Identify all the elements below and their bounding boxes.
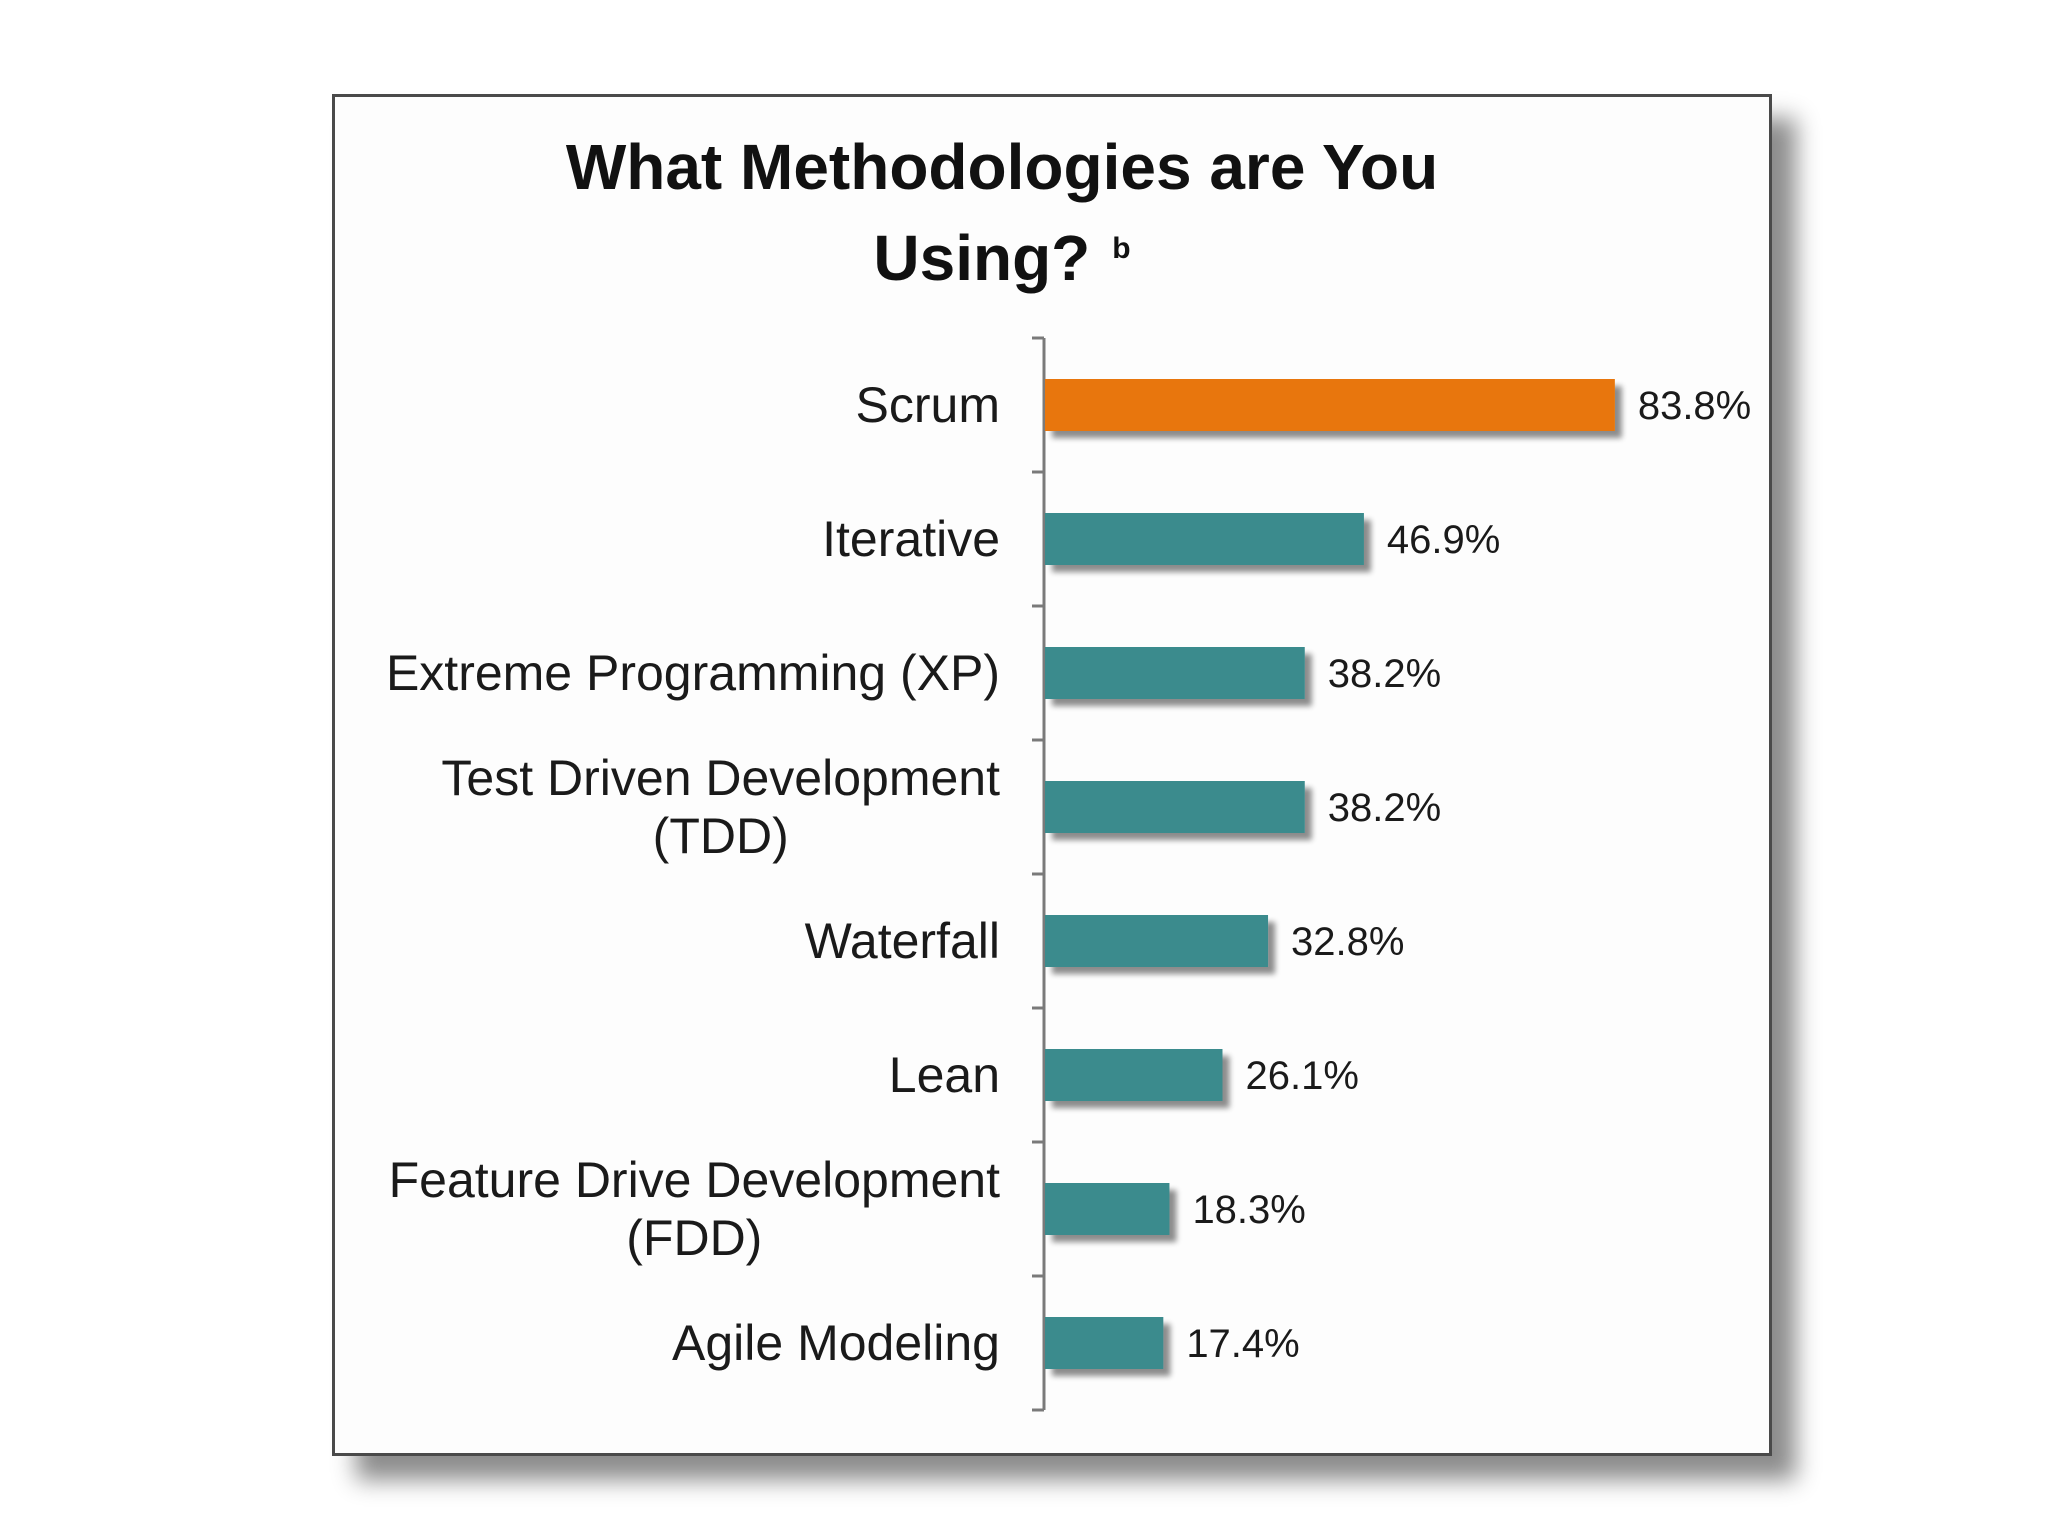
category-label-line: Test Driven Development bbox=[441, 750, 1000, 806]
value-label: 38.2% bbox=[1328, 652, 1441, 696]
bar bbox=[1045, 379, 1615, 431]
bars bbox=[1045, 379, 1615, 1369]
value-label: 32.8% bbox=[1291, 920, 1404, 964]
category-label-line: Scrum bbox=[856, 377, 1000, 433]
value-labels: 83.8% 46.9% 38.2% 38.2% 32.8% 26.1% 18.3% 17.4% bbox=[1186, 384, 1751, 1366]
category-label-line: Waterfall bbox=[805, 913, 1000, 969]
title-footnote-marker: b bbox=[1112, 232, 1131, 265]
chart-title-line-2: Using? b bbox=[332, 208, 1672, 299]
category-label: Waterfall bbox=[805, 913, 1000, 969]
category-label: Test Driven Development (TDD) bbox=[441, 750, 1000, 864]
value-label: 38.2% bbox=[1328, 786, 1441, 830]
value-label: 26.1% bbox=[1245, 1054, 1358, 1098]
category-label: Extreme Programming (XP) bbox=[386, 645, 1000, 701]
bar bbox=[1045, 1183, 1170, 1235]
bar bbox=[1045, 915, 1269, 967]
bar bbox=[1045, 647, 1305, 699]
chart-title: What Methodologies are You Using? b bbox=[332, 126, 1672, 299]
value-label: 17.4% bbox=[1186, 1322, 1299, 1366]
category-label-line: Agile Modeling bbox=[672, 1315, 1000, 1371]
value-label: 46.9% bbox=[1387, 518, 1500, 562]
category-label: Lean bbox=[889, 1047, 1000, 1103]
category-label: Feature Drive Development (FDD) bbox=[389, 1152, 1000, 1266]
chart-title-line-2-text: Using? bbox=[873, 222, 1091, 294]
value-label: 18.3% bbox=[1192, 1188, 1305, 1232]
value-label: 83.8% bbox=[1638, 384, 1751, 428]
category-label-line: Extreme Programming (XP) bbox=[386, 645, 1000, 701]
category-label: Iterative bbox=[822, 511, 1000, 567]
category-label-line: Iterative bbox=[822, 511, 1000, 567]
category-label-line: (FDD) bbox=[626, 1210, 762, 1266]
y-axis bbox=[1032, 336, 1046, 1412]
bar bbox=[1045, 1317, 1164, 1369]
category-label: Agile Modeling bbox=[672, 1315, 1000, 1371]
category-label-line: Lean bbox=[889, 1047, 1000, 1103]
bar bbox=[1045, 513, 1364, 565]
bar bbox=[1045, 781, 1305, 833]
category-label-line: Feature Drive Development bbox=[389, 1152, 1000, 1208]
category-labels: Scrum Iterative Extreme Programming (XP) Te… bbox=[386, 377, 1000, 1371]
chart-title-line-1: What Methodologies are You bbox=[565, 131, 1439, 203]
category-label-line: (TDD) bbox=[653, 808, 789, 864]
bar bbox=[1045, 1049, 1223, 1101]
category-label: Scrum bbox=[856, 377, 1000, 433]
